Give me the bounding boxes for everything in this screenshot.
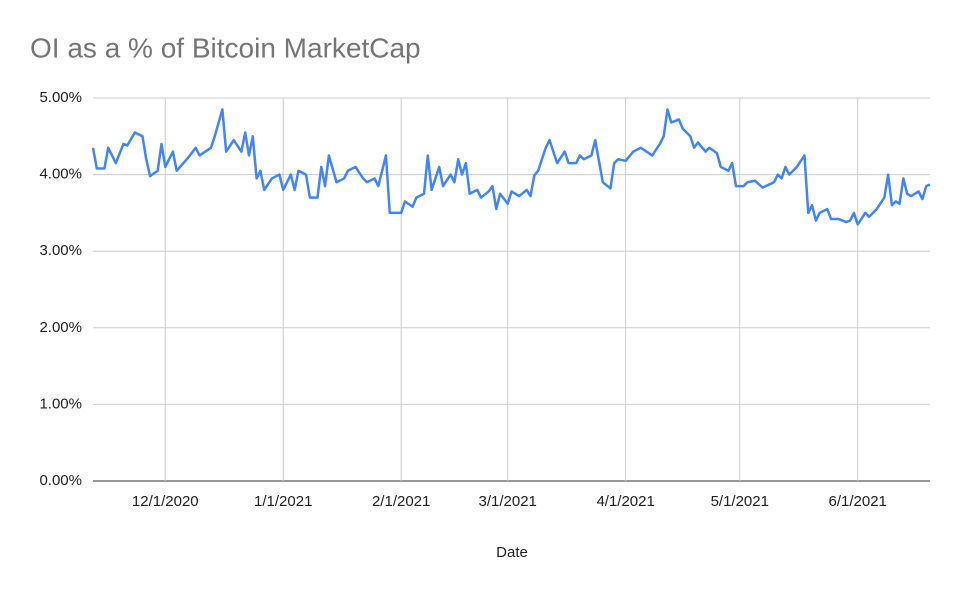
y-tick-label: 5.00%: [39, 89, 82, 106]
x-tick-label: 3/1/2021: [479, 493, 537, 510]
data-line: [91, 108, 931, 226]
y-tick-label: 0.00%: [39, 472, 82, 489]
x-axis-label: Date: [496, 544, 528, 561]
y-tick-label: 3.00%: [39, 242, 82, 259]
x-tick-label: 6/1/2021: [829, 493, 887, 510]
x-tick-label: 5/1/2021: [711, 493, 769, 510]
y-tick-label: 4.00%: [39, 166, 82, 183]
x-tick-label: 2/1/2021: [372, 493, 430, 510]
x-tick-label: 4/1/2021: [596, 493, 654, 510]
x-tick-label: 1/1/2021: [254, 493, 312, 510]
x-tick-label: 12/1/2020: [132, 493, 199, 510]
y-tick-label: 2.00%: [39, 319, 82, 336]
chart-title: OI as a % of Bitcoin MarketCap: [30, 32, 421, 63]
y-tick-label: 1.00%: [39, 395, 82, 412]
